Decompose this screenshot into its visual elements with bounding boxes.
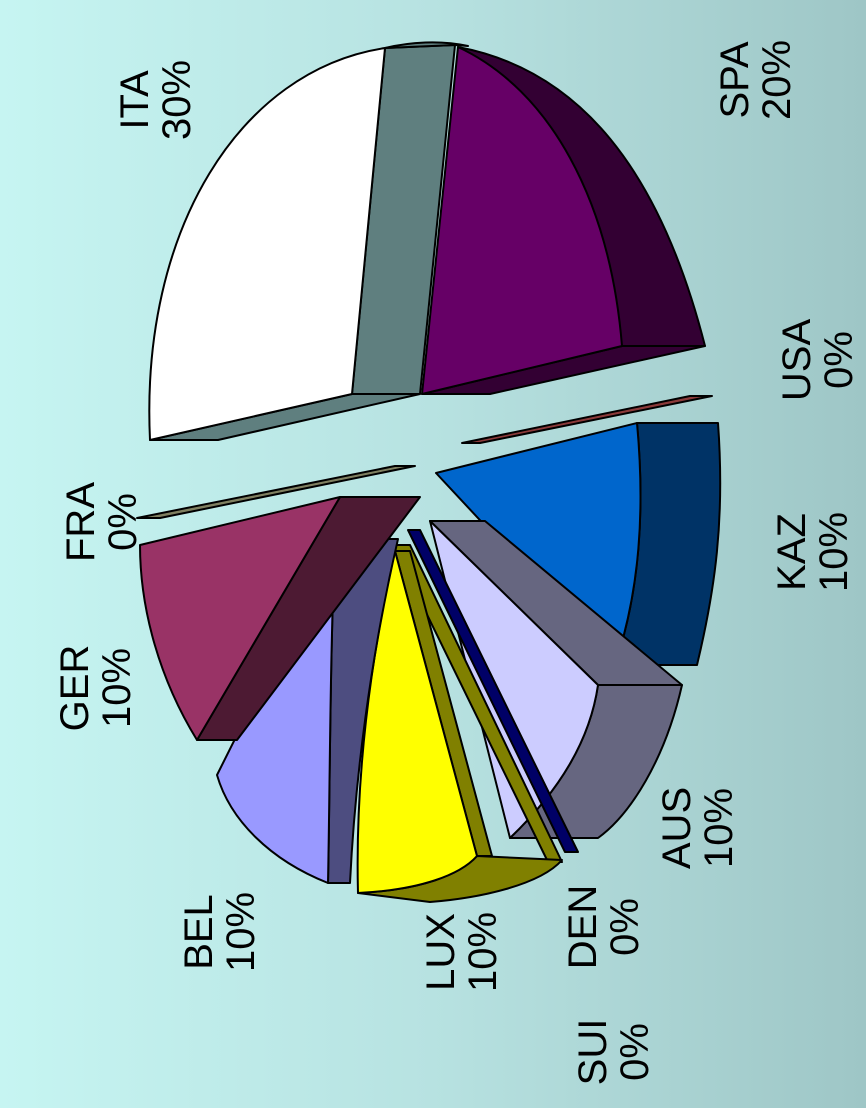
label-lux-value: 10% [461, 912, 505, 992]
label-fra: FRA 0% [59, 482, 145, 562]
label-aus-name: AUS [655, 787, 699, 869]
slice-labels: ITA 30% SPA 20% USA 0% KAZ 10% AUS 10% D… [53, 40, 861, 1085]
label-ita-name: ITA [113, 70, 157, 130]
label-kaz-name: KAZ [770, 513, 814, 591]
label-ita-value: 30% [155, 60, 199, 140]
slice-kaz [435, 422, 722, 666]
label-bel-value: 10% [219, 892, 263, 972]
label-sui-value: 0% [613, 1023, 657, 1081]
label-den-value: 0% [603, 898, 647, 956]
slice-fra [136, 465, 416, 519]
label-spa-name: SPA [713, 41, 757, 118]
label-usa: USA 0% [775, 319, 861, 402]
label-usa-value: 0% [817, 331, 861, 389]
label-sui-name: SUI [571, 1019, 615, 1086]
slice-ita-face [148, 47, 386, 441]
label-kaz: KAZ 10% [770, 512, 856, 592]
slice-spa-face [421, 46, 623, 395]
slice-ger [139, 496, 421, 741]
slice-spa [421, 46, 706, 395]
label-sui: SUI 0% [571, 1019, 657, 1086]
slice-aus-face [429, 520, 599, 839]
label-spa: SPA 20% [713, 40, 799, 120]
label-usa-name: USA [775, 319, 819, 402]
slice-lux [356, 550, 563, 903]
slice-ita-top [384, 41, 469, 49]
slice-ita [148, 41, 469, 441]
label-lux-name: LUX [419, 913, 463, 991]
label-bel-name: BEL [177, 894, 221, 970]
label-lux: LUX 10% [419, 912, 505, 992]
slice-fra-face [136, 465, 416, 519]
slice-usa [461, 395, 713, 444]
label-den-name: DEN [561, 885, 605, 969]
label-aus-value: 10% [697, 788, 741, 868]
slice-den [407, 529, 579, 853]
slice-den-face [407, 529, 579, 853]
label-ger-value: 10% [95, 648, 139, 728]
label-bel: BEL 10% [177, 892, 263, 972]
label-ita: ITA 30% [113, 60, 199, 140]
label-fra-value: 0% [101, 493, 145, 551]
slice-usa-face [461, 395, 713, 444]
label-aus: AUS 10% [655, 787, 741, 869]
slice-sui-face [392, 544, 563, 863]
label-kaz-value: 10% [812, 512, 856, 592]
label-ger: GER 10% [53, 645, 139, 732]
label-fra-name: FRA [59, 482, 103, 562]
slice-ger-face [139, 496, 341, 741]
label-den: DEN 0% [561, 885, 647, 969]
label-spa-value: 20% [755, 40, 799, 120]
slice-aus [429, 520, 683, 839]
label-ger-name: GER [53, 645, 97, 732]
slice-sui [392, 544, 563, 863]
